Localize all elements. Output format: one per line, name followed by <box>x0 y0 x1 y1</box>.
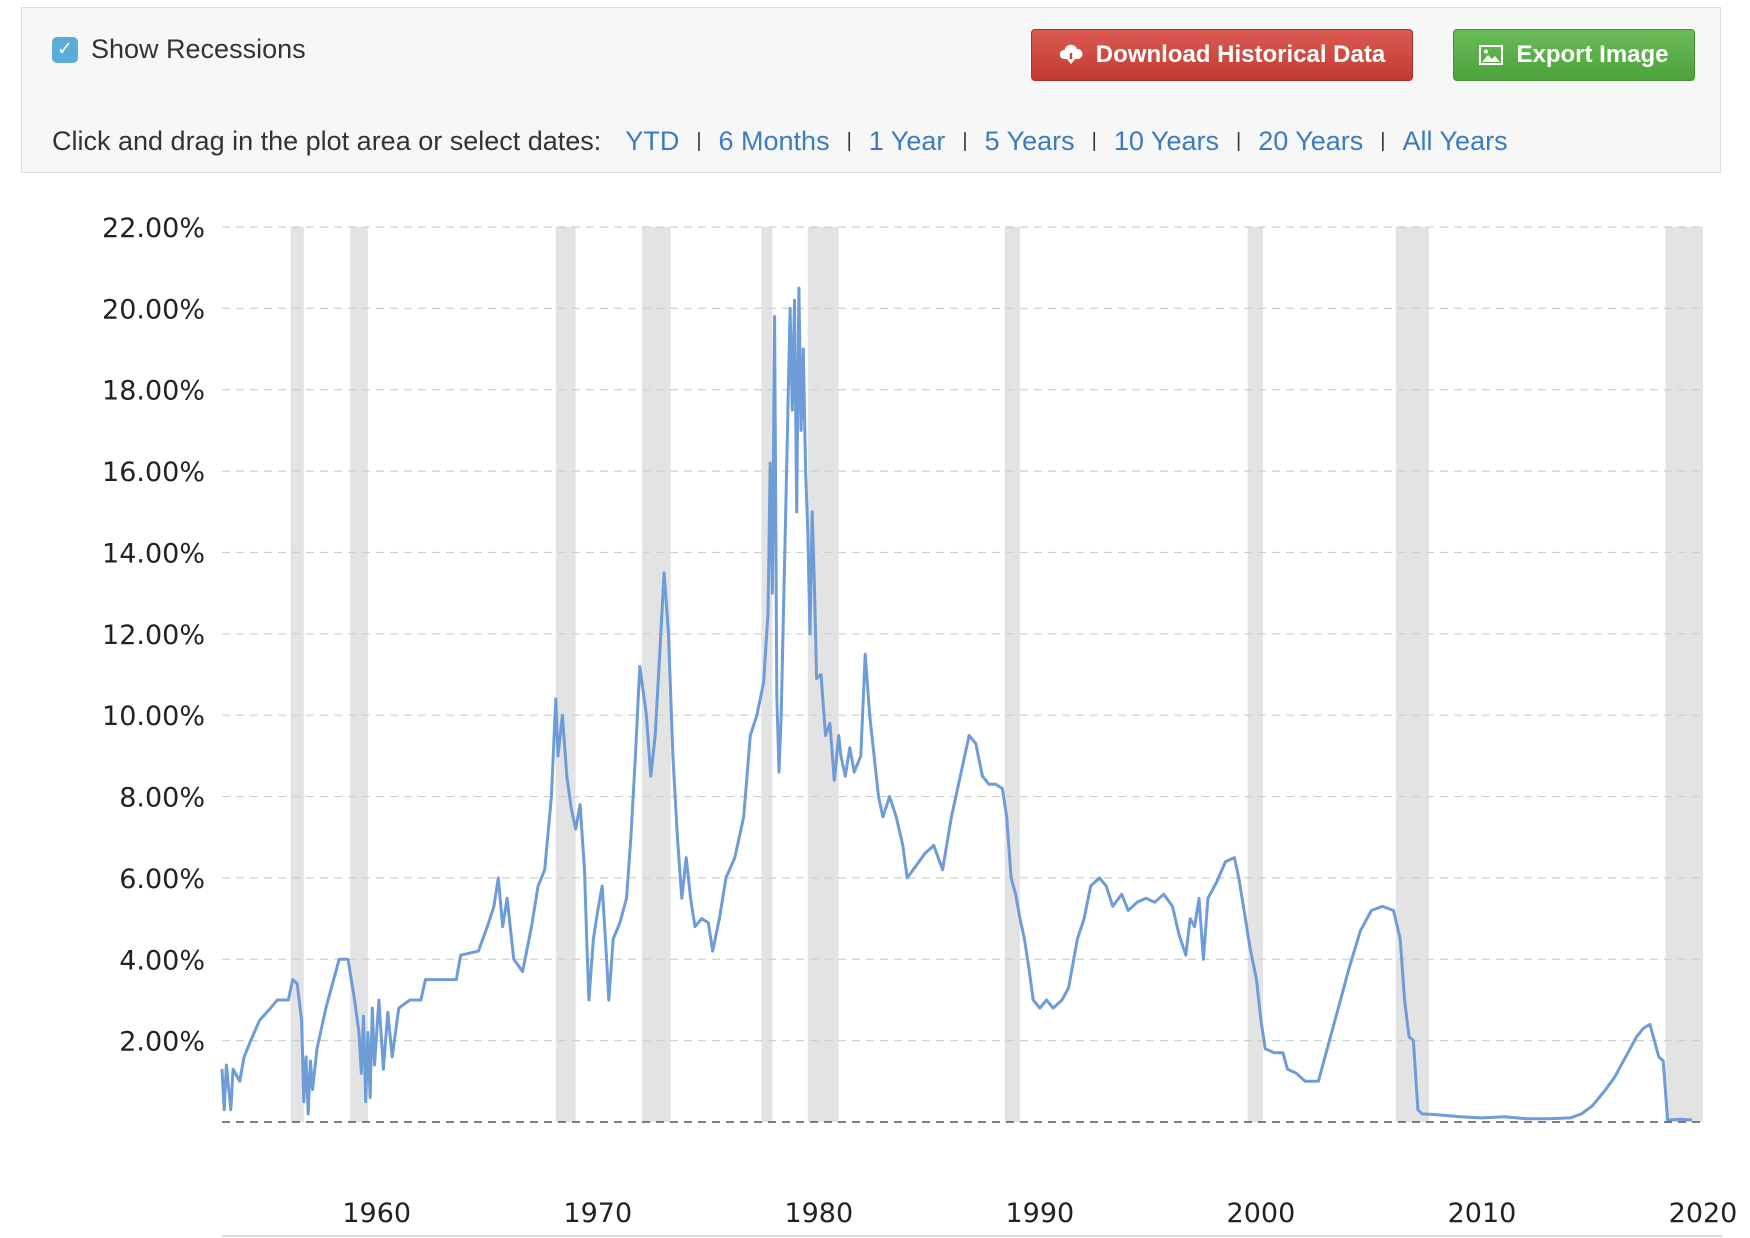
recession-band <box>1247 227 1264 1122</box>
range-link-all-years[interactable]: All Years <box>1402 126 1508 156</box>
date-range-selector: Click and drag in the plot area or selec… <box>52 126 1508 157</box>
y-tick-label: 2.00% <box>119 1027 205 1058</box>
x-tick-label: 1970 <box>563 1198 632 1229</box>
recession-band <box>807 227 839 1122</box>
y-tick-label: 14.00% <box>102 538 205 569</box>
range-separator: | <box>962 130 968 152</box>
y-tick-label: 6.00% <box>119 864 205 895</box>
range-link-5-years[interactable]: 5 Years <box>984 126 1075 156</box>
y-tick-label: 12.00% <box>102 620 205 651</box>
x-tick-label: 1960 <box>342 1198 411 1229</box>
range-prompt: Click and drag in the plot area or selec… <box>52 126 602 156</box>
x-tick-label: 2010 <box>1448 1198 1517 1229</box>
range-separator: | <box>696 130 702 152</box>
y-tick-label: 4.00% <box>119 945 205 976</box>
y-tick-label: 8.00% <box>119 783 205 814</box>
x-tick-label: 1980 <box>784 1198 853 1229</box>
recession-band <box>641 227 671 1122</box>
cloud-download-icon <box>1059 44 1083 66</box>
range-separator: | <box>1235 130 1242 152</box>
recession-band <box>1004 227 1020 1122</box>
recession-band <box>1395 227 1429 1122</box>
image-icon <box>1479 45 1504 65</box>
range-link-1-year[interactable]: 1 Year <box>868 126 946 156</box>
export-image-button[interactable]: Export Image <box>1453 29 1695 81</box>
range-separator: | <box>846 130 852 152</box>
interest-rate-chart[interactable]: 2.00% 4.00% 6.00% 8.00% 10.00% 12.00% 14.00% 16… <box>0 190 1750 1238</box>
recession-band <box>555 227 576 1122</box>
x-tick-label: 2000 <box>1227 1198 1296 1229</box>
recession-band <box>350 227 368 1122</box>
download-historical-data-button[interactable]: Download Historical Data <box>1031 29 1413 81</box>
recession-band <box>761 227 773 1122</box>
export-button-label: Export Image <box>1516 41 1669 68</box>
recession-band <box>1665 227 1703 1122</box>
download-button-label: Download Historical Data <box>1095 41 1386 68</box>
y-tick-label: 10.00% <box>102 701 205 732</box>
recession-band <box>290 227 304 1122</box>
show-recessions-label: Show Recessions <box>91 34 306 64</box>
interest-rate-line <box>220 286 1693 1122</box>
y-tick-label: 20.00% <box>102 294 205 325</box>
y-tick-label: 18.00% <box>102 376 205 407</box>
checkbox-checked-icon[interactable]: ✓ <box>52 36 78 63</box>
y-tick-label: 22.00% <box>102 213 205 244</box>
range-link-20-years[interactable]: 20 Years <box>1258 126 1364 156</box>
range-link-ytd[interactable]: YTD <box>625 126 680 156</box>
range-separator: | <box>1380 130 1386 152</box>
chart-controls-panel: ✓ Show Recessions Download Historical Da… <box>21 7 1721 173</box>
show-recessions-toggle[interactable]: ✓ Show Recessions <box>52 34 306 65</box>
range-link-6-months[interactable]: 6 Months <box>718 126 830 156</box>
x-tick-label: 1990 <box>1006 1198 1075 1229</box>
y-tick-label: 16.00% <box>102 457 205 488</box>
x-tick-label: 2020 <box>1669 1198 1738 1229</box>
range-separator: | <box>1091 130 1097 152</box>
range-link-10-years[interactable]: 10 Years <box>1113 126 1219 156</box>
